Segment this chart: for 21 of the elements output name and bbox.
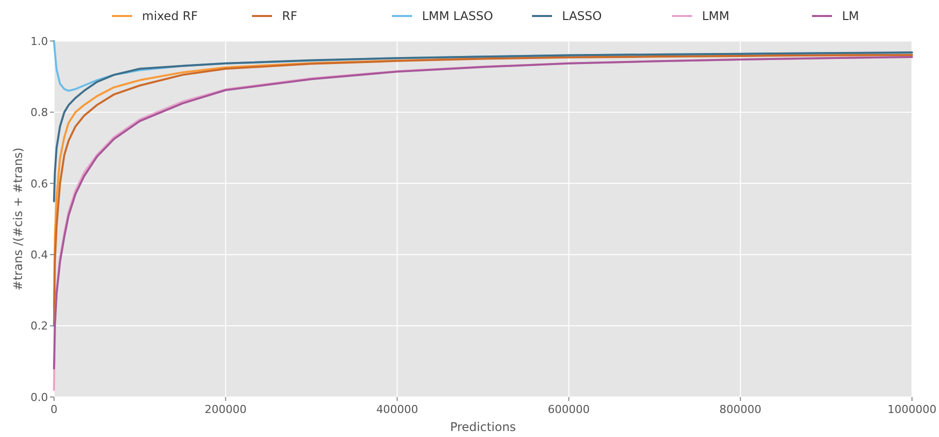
- legend-label: mixed RF: [142, 9, 198, 24]
- legend-label: LMM: [702, 9, 730, 24]
- x-axis-title: Predictions: [450, 420, 516, 434]
- legend-label: LMM LASSO: [422, 9, 494, 24]
- legend-label: LM: [842, 9, 860, 24]
- x-tick-label: 1000000: [888, 403, 936, 416]
- x-tick-label: 600000: [548, 403, 590, 416]
- legend-label: RF: [282, 9, 298, 24]
- legend-label: LASSO: [562, 9, 602, 24]
- line-series: [53, 51, 913, 202]
- y-tick-label: 0.2: [30, 320, 48, 333]
- x-tick-label: 800000: [719, 403, 762, 416]
- y-tick-label: 1.0: [30, 34, 48, 48]
- x-tick-label: 400000: [376, 403, 418, 416]
- y-tick-label: 0.4: [30, 248, 48, 262]
- y-axis-title: #trans /(#cis + #trans): [11, 148, 25, 290]
- x-tick-label: 200000: [204, 403, 247, 416]
- y-tick-label: 0.6: [30, 177, 48, 190]
- x-tick-label: 0: [50, 403, 58, 416]
- y-tick-label: 0.8: [30, 106, 48, 120]
- y-tick-label: 0.0: [30, 390, 48, 404]
